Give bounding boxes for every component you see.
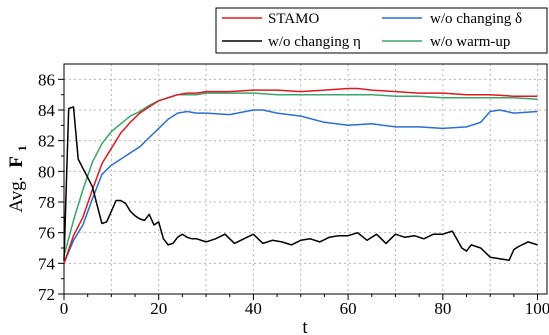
x-axis-title: t bbox=[302, 317, 308, 335]
x-tick-label: 40 bbox=[245, 299, 262, 318]
y-tick-label: 82 bbox=[38, 132, 55, 151]
series-line-0 bbox=[63, 87, 538, 264]
series-line-2 bbox=[63, 106, 538, 262]
y-axis-title: Avg. F 1 bbox=[6, 145, 29, 212]
y-tick-label: 72 bbox=[38, 285, 55, 304]
axis-ticks: 0 20 40 60 80 100 72 74 76 78 80 82 84 86 bbox=[38, 70, 549, 318]
legend: STAMO w/o changing δ w/o changing η w/o war… bbox=[215, 7, 548, 54]
series-line-1 bbox=[63, 109, 538, 264]
grid bbox=[64, 64, 547, 294]
legend-label: w/o changing δ bbox=[430, 11, 522, 27]
y-axis-title-prefix: Avg. bbox=[6, 177, 27, 213]
x-tick-label: 80 bbox=[434, 299, 451, 318]
y-tick-label: 78 bbox=[38, 193, 55, 212]
svg-text:Avg. F 1: Avg. F 1 bbox=[6, 145, 29, 212]
x-tick-label: 60 bbox=[340, 299, 357, 318]
y-tick-label: 74 bbox=[38, 254, 56, 273]
legend-label: w/o warm-up bbox=[430, 34, 510, 50]
series-line-3 bbox=[63, 92, 538, 256]
y-tick-label: 80 bbox=[38, 162, 55, 181]
legend-label: STAMO bbox=[268, 11, 319, 27]
legend-box bbox=[215, 7, 548, 54]
y-axis-title-subscript: 1 bbox=[15, 145, 29, 151]
y-tick-label: 84 bbox=[38, 101, 56, 120]
legend-label: w/o changing η bbox=[268, 34, 361, 50]
x-tick-label: 20 bbox=[150, 299, 167, 318]
y-axis-title-symbol: F bbox=[6, 156, 27, 168]
x-tick-label: 100 bbox=[525, 299, 549, 318]
y-tick-label: 76 bbox=[38, 224, 55, 243]
plot-frame bbox=[63, 63, 548, 295]
x-tick-label: 0 bbox=[60, 299, 69, 318]
y-tick-label: 86 bbox=[38, 70, 55, 89]
series-layer bbox=[63, 87, 538, 264]
